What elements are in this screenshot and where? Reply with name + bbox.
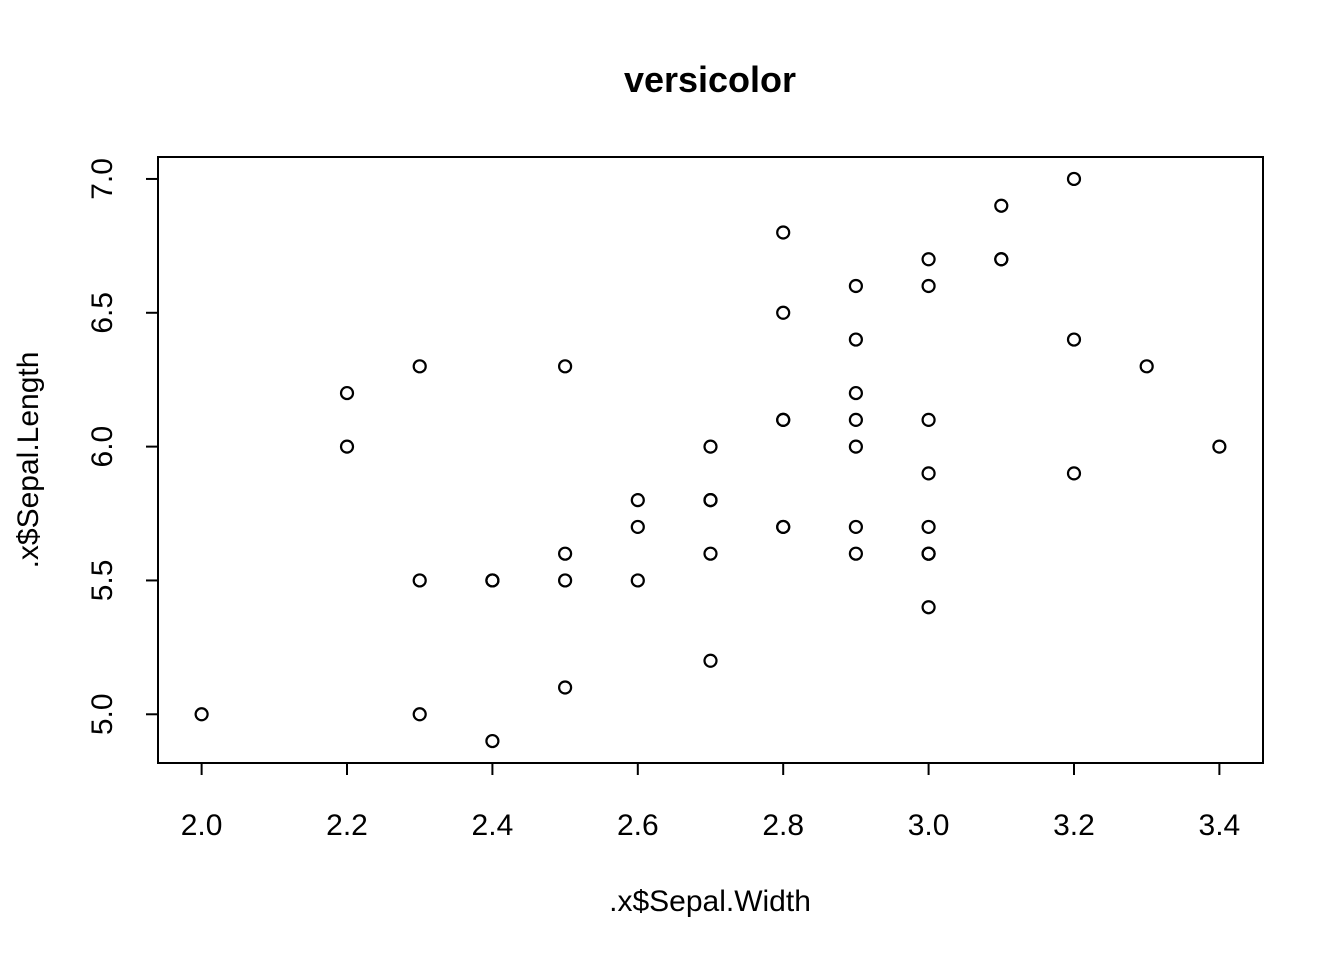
x-tick-label: 3.2 <box>1053 809 1095 842</box>
x-tick-label: 3.0 <box>908 809 950 842</box>
data-point <box>921 412 936 427</box>
data-point <box>1139 359 1154 374</box>
data-point <box>630 519 645 535</box>
data-point <box>848 546 863 561</box>
data-point <box>776 225 791 240</box>
data-point <box>558 573 573 588</box>
x-tick-label: 2.4 <box>472 809 514 842</box>
data-points <box>194 171 1227 749</box>
data-point <box>921 252 936 267</box>
data-point <box>558 546 573 561</box>
x-tick-label: 2.0 <box>181 809 223 842</box>
y-axis-label: .x$Sepal.Length <box>12 352 45 569</box>
data-point <box>703 546 718 561</box>
data-point <box>848 519 863 535</box>
data-point <box>630 573 645 588</box>
data-point <box>994 252 1009 267</box>
data-point <box>1066 332 1082 347</box>
y-tick-label: 6.0 <box>86 426 119 468</box>
y-axis: 5.0 5.5 6.0 6.5 7.0 <box>86 158 158 735</box>
data-point <box>776 305 791 320</box>
data-point <box>1212 439 1227 454</box>
x-tick-label: 2.2 <box>326 809 368 842</box>
x-axis: 2.0 2.2 2.4 2.6 2.8 3.0 3.2 3.4 <box>181 763 1240 842</box>
data-point <box>776 519 791 535</box>
data-point <box>848 385 863 401</box>
data-point <box>485 573 500 588</box>
x-tick-label: 2.8 <box>762 809 804 842</box>
chart-title: versicolor <box>624 59 796 100</box>
data-point <box>848 439 863 454</box>
data-point <box>339 439 355 454</box>
data-point <box>921 546 936 561</box>
data-point <box>776 412 791 427</box>
data-point <box>485 733 500 749</box>
data-point <box>412 707 427 722</box>
data-point <box>921 519 936 535</box>
plot-frame <box>157 156 1264 764</box>
data-point <box>921 278 936 294</box>
data-point <box>412 359 427 374</box>
x-axis-label: .x$Sepal.Width <box>609 885 811 918</box>
data-point <box>703 439 718 454</box>
y-tick-label: 5.5 <box>86 560 119 602</box>
data-point <box>630 493 645 508</box>
x-tick-label: 3.4 <box>1199 809 1241 842</box>
data-point <box>412 573 427 588</box>
data-point <box>558 359 573 374</box>
data-point <box>703 493 718 508</box>
data-point <box>921 600 936 615</box>
data-point <box>848 278 863 294</box>
y-tick-label: 5.0 <box>86 693 119 735</box>
data-point <box>994 198 1009 213</box>
data-point <box>848 412 863 427</box>
data-point <box>848 332 863 347</box>
data-point <box>703 653 718 668</box>
y-tick-label: 7.0 <box>86 158 119 200</box>
data-point <box>1066 171 1082 187</box>
data-point <box>558 680 573 695</box>
data-point <box>921 466 936 481</box>
x-tick-label: 2.6 <box>617 809 659 842</box>
data-point <box>339 385 355 401</box>
y-tick-label: 6.5 <box>86 292 119 334</box>
data-point <box>1066 466 1082 481</box>
data-point <box>194 707 209 722</box>
